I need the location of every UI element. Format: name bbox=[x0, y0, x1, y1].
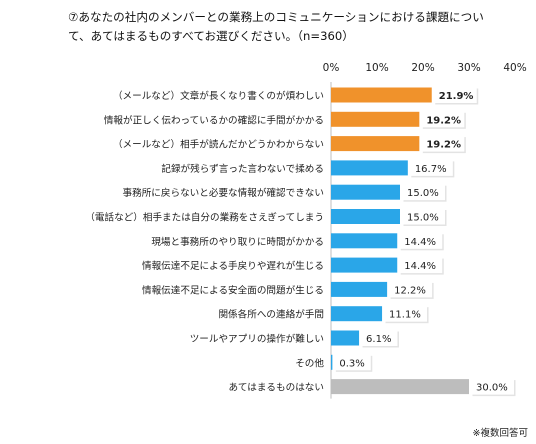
value-label-box bbox=[409, 159, 453, 176]
value-label: 19.2% bbox=[426, 115, 461, 126]
bar bbox=[331, 111, 420, 127]
value-label: 15.0% bbox=[407, 213, 439, 224]
value-label-box bbox=[384, 305, 428, 322]
bar bbox=[331, 354, 333, 370]
bar bbox=[331, 160, 408, 176]
category-label: 関係各所への連絡が手間 bbox=[218, 309, 324, 321]
x-tick-label: 40% bbox=[503, 62, 526, 74]
category-label: 情報伝達不足による安全面の問題が生じる bbox=[142, 284, 324, 296]
value-label-box bbox=[402, 208, 445, 225]
category-label: （メールなど）文章が長くなり書くのが煩わしい bbox=[113, 90, 324, 102]
footnote: ※複数回答可 bbox=[472, 428, 528, 439]
value-label: 12.2% bbox=[394, 285, 426, 296]
value-label-box bbox=[389, 281, 433, 298]
bar bbox=[331, 209, 400, 224]
value-label-box bbox=[361, 330, 398, 346]
x-tick-label: 30% bbox=[457, 62, 480, 74]
bar bbox=[331, 257, 398, 273]
value-label-box bbox=[334, 354, 371, 371]
bar bbox=[331, 136, 420, 152]
value-label-box bbox=[399, 232, 443, 249]
bar bbox=[331, 233, 398, 249]
category-label: 情報が正しく伝わっているかの確認に手間がかかる bbox=[104, 114, 324, 126]
value-label: 15.0% bbox=[407, 188, 439, 199]
value-label: 0.3% bbox=[339, 358, 364, 369]
category-label: その他 bbox=[295, 357, 324, 369]
value-label: 16.7% bbox=[415, 164, 447, 175]
bar bbox=[331, 379, 469, 395]
category-label: 情報伝達不足による手戻りや遅れが生じる bbox=[142, 260, 324, 272]
question-line-2: て、あてはまるものすべてお選びください。（n=360） bbox=[68, 29, 354, 43]
question-title: ⑦あなたの社内のメンバーとの業務上のコミュニケーションにおける課題につい て、あ… bbox=[68, 8, 528, 46]
value-label: 21.9% bbox=[439, 91, 474, 102]
value-label: 6.1% bbox=[366, 334, 391, 345]
bar bbox=[331, 87, 432, 103]
value-label-box bbox=[471, 378, 514, 395]
value-label-box bbox=[433, 87, 477, 103]
category-label: ツールやアプリの操作が難しい bbox=[190, 333, 324, 345]
value-label: 19.2% bbox=[426, 140, 461, 151]
value-label-box bbox=[402, 184, 445, 201]
value-label: 11.1% bbox=[389, 310, 421, 321]
value-label-box bbox=[399, 257, 443, 274]
bar bbox=[331, 281, 388, 297]
bar bbox=[331, 330, 360, 346]
value-label: 30.0% bbox=[476, 383, 508, 394]
x-tick-label: 20% bbox=[411, 62, 434, 74]
value-label-box bbox=[421, 111, 465, 128]
category-label: （メールなど）相手が読んだかどうかわからない bbox=[113, 139, 324, 151]
value-label-box bbox=[421, 135, 465, 152]
category-label: （電話など）相手または自分の業務をさえぎってしまう bbox=[85, 212, 324, 224]
value-label: 14.4% bbox=[404, 261, 436, 272]
question-line-1: ⑦あなたの社内のメンバーとの業務上のコミュニケーションにおける課題につい bbox=[68, 10, 484, 24]
category-label: あてはまるものはない bbox=[228, 383, 324, 394]
x-tick-label: 0% bbox=[323, 62, 340, 74]
category-label: 現場と事務所のやり取りに時間がかかる bbox=[151, 236, 324, 248]
category-label: 事務所に戻らないと必要な情報が確認できない bbox=[123, 187, 324, 199]
category-label: 記録が残らず言った言わないで揉める bbox=[161, 163, 324, 175]
bar bbox=[331, 184, 400, 200]
x-tick-label: 10% bbox=[365, 62, 388, 74]
value-label: 14.4% bbox=[404, 237, 436, 248]
bar bbox=[331, 306, 383, 322]
